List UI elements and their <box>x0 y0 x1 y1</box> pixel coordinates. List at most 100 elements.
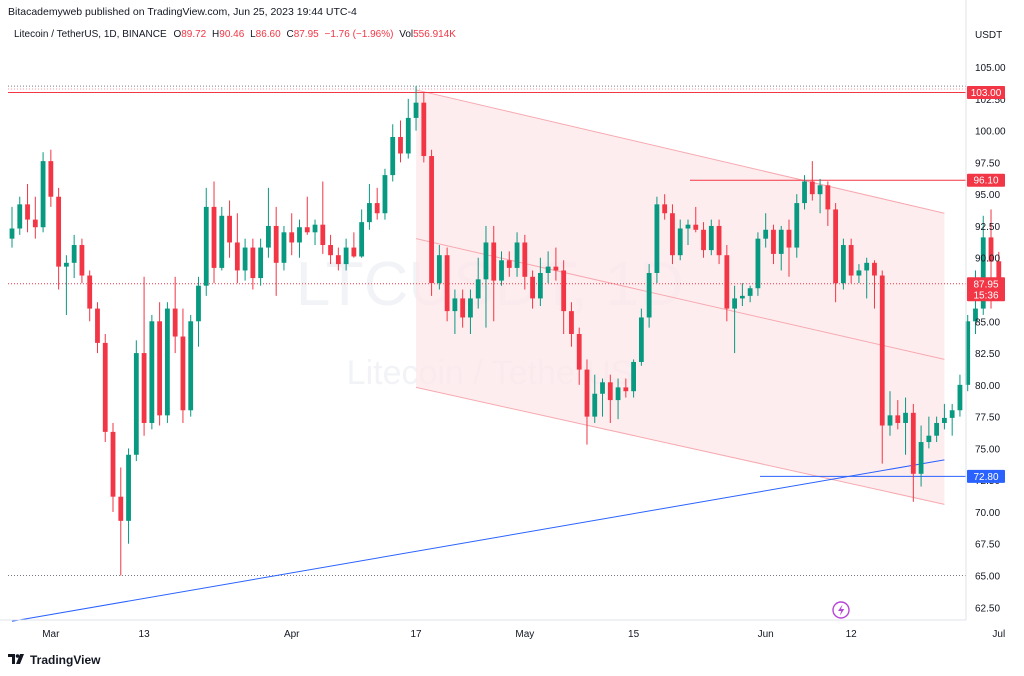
candle[interactable] <box>460 289 466 328</box>
candle[interactable] <box>499 251 504 286</box>
channel-middle-line[interactable] <box>415 238 945 360</box>
candle[interactable] <box>227 200 232 258</box>
candle[interactable] <box>56 187 62 290</box>
candle[interactable] <box>693 206 699 233</box>
candle[interactable] <box>312 219 318 246</box>
price-tag-96.10-bg[interactable] <box>967 173 1005 187</box>
candle[interactable] <box>320 181 326 254</box>
candle[interactable] <box>491 225 497 322</box>
candle[interactable] <box>522 234 528 290</box>
candle[interactable] <box>732 285 738 354</box>
candle[interactable] <box>747 285 753 303</box>
candle[interactable] <box>786 219 792 277</box>
candle[interactable] <box>879 270 885 464</box>
candle[interactable] <box>537 257 543 307</box>
candle[interactable] <box>133 340 139 462</box>
candle[interactable] <box>95 302 100 354</box>
candle[interactable] <box>203 187 209 296</box>
candle[interactable] <box>242 238 248 281</box>
candle[interactable] <box>126 448 131 544</box>
candle[interactable] <box>771 224 776 265</box>
price-tag-72.80-bg[interactable] <box>967 469 1005 483</box>
candle[interactable] <box>576 327 582 385</box>
candle[interactable] <box>934 416 940 443</box>
candle[interactable] <box>701 222 706 258</box>
candle[interactable] <box>802 175 807 210</box>
candle[interactable] <box>716 219 722 265</box>
candle[interactable] <box>452 289 458 334</box>
candle[interactable] <box>662 194 668 220</box>
candle[interactable] <box>872 260 877 309</box>
candle[interactable] <box>623 378 629 398</box>
candle[interactable] <box>506 251 512 277</box>
candle[interactable] <box>631 359 636 398</box>
candle[interactable] <box>646 264 652 328</box>
candle[interactable] <box>561 260 567 334</box>
candle[interactable] <box>942 403 947 430</box>
candle[interactable] <box>250 238 256 290</box>
candle[interactable] <box>429 149 434 296</box>
candle[interactable] <box>289 213 295 256</box>
candle[interactable] <box>607 374 613 423</box>
candle[interactable] <box>817 178 823 214</box>
candle[interactable] <box>48 149 54 207</box>
candle[interactable] <box>157 302 163 426</box>
candle[interactable] <box>530 270 535 309</box>
candle[interactable] <box>833 203 839 303</box>
channel-upper-line[interactable] <box>415 89 945 214</box>
candle[interactable] <box>141 276 147 436</box>
candle[interactable] <box>926 416 932 449</box>
candle[interactable] <box>755 232 761 296</box>
candle[interactable] <box>281 225 287 271</box>
candle[interactable] <box>172 276 178 354</box>
candle[interactable] <box>825 181 831 226</box>
candle[interactable] <box>436 245 442 290</box>
candle[interactable] <box>569 302 574 347</box>
candle[interactable] <box>444 247 450 322</box>
candle[interactable] <box>856 264 862 284</box>
candle[interactable] <box>351 232 357 258</box>
candle[interactable] <box>475 257 481 309</box>
candle[interactable] <box>165 302 170 423</box>
candle[interactable] <box>592 374 598 423</box>
candle[interactable] <box>367 184 372 230</box>
candle[interactable] <box>118 467 124 576</box>
candle[interactable] <box>413 86 419 131</box>
candle[interactable] <box>864 257 870 299</box>
candle[interactable] <box>514 232 520 277</box>
channel-lower-line[interactable] <box>415 386 945 505</box>
candle[interactable] <box>273 206 279 296</box>
flash-icon[interactable] <box>832 601 850 619</box>
candle[interactable] <box>219 206 225 271</box>
candle[interactable] <box>304 196 310 235</box>
candle[interactable] <box>584 359 590 445</box>
candle[interactable] <box>328 234 333 265</box>
candle[interactable] <box>903 397 908 455</box>
candle[interactable] <box>421 92 427 163</box>
candle[interactable] <box>708 219 714 256</box>
candle[interactable] <box>895 400 901 430</box>
candle[interactable] <box>382 168 388 220</box>
candle[interactable] <box>297 219 302 258</box>
candle[interactable] <box>600 378 605 417</box>
candle[interactable] <box>102 334 108 443</box>
candle[interactable] <box>677 219 683 261</box>
candle[interactable] <box>957 374 963 417</box>
candle[interactable] <box>763 213 769 248</box>
candle[interactable] <box>188 314 194 417</box>
candle[interactable] <box>545 251 551 284</box>
candle[interactable] <box>809 161 815 201</box>
candle[interactable] <box>965 314 971 392</box>
candle[interactable] <box>685 219 691 246</box>
candle[interactable] <box>468 289 473 334</box>
candle[interactable] <box>949 403 955 436</box>
candle[interactable] <box>149 314 155 430</box>
last-price-tag-bg[interactable] <box>967 277 1005 302</box>
candle[interactable] <box>343 238 349 271</box>
candle[interactable] <box>918 425 924 487</box>
candle[interactable] <box>63 255 69 315</box>
candle[interactable] <box>71 234 77 279</box>
candle[interactable] <box>196 276 201 347</box>
symbol-label[interactable]: Litecoin / TetherUS, 1D, BINANCE <box>14 29 167 40</box>
